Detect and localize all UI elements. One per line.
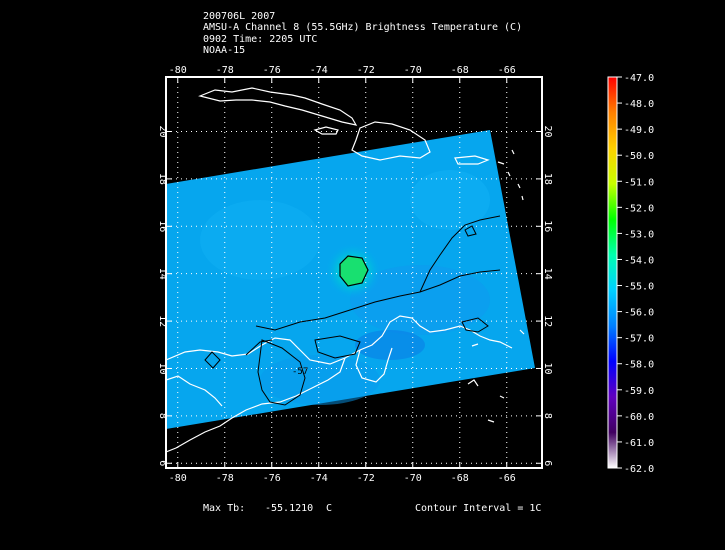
coastline-lesser-antilles	[497, 149, 524, 201]
max-tb-unit: C	[326, 503, 333, 514]
colorbar-label: -49.0	[624, 125, 654, 136]
tick-label-left: 14	[157, 268, 168, 280]
coastline-hispaniola	[351, 121, 431, 161]
title-line-1: 200706L 2007	[203, 11, 276, 22]
axis-ticks	[166, 77, 542, 468]
colorbar-gradient	[607, 76, 618, 469]
colorbar: -47.0 -48.0 -49.0 -50.0 -51.0 -52.0 -53.0 -54.0…	[607, 73, 654, 475]
colorbar-labels: -47.0 -48.0 -49.0 -50.0 -51.0 -52.0 -53.0 -54.0…	[624, 73, 654, 475]
tick-label-bottom: -78	[216, 473, 234, 484]
contour-east-region	[419, 215, 501, 293]
contour-loop-south	[257, 339, 306, 406]
tick-label-top: -74	[310, 65, 328, 76]
colorbar-label: -50.0	[624, 151, 654, 162]
tick-label-top: -76	[263, 65, 281, 76]
tick-label-bottom: -74	[310, 473, 328, 484]
colorbar-ticks	[617, 76, 622, 469]
colorbar-label: -56.0	[624, 308, 654, 319]
swath-patch	[350, 265, 490, 335]
tick-label-left: 8	[157, 413, 168, 419]
colorbar-label: -55.0	[624, 282, 654, 293]
coastline-cuba	[198, 87, 358, 126]
coastline-jamaica	[313, 126, 339, 135]
colorbar-label: -51.0	[624, 177, 654, 188]
axis-tick-labels: -80 -80 -78 -78 -76 -76 -74 -74 -72 -72 -70 -70 -68 -…	[157, 65, 553, 484]
tick-label-right: 18	[542, 173, 553, 185]
colorbar-label: -48.0	[624, 99, 654, 110]
colorbar-label: -53.0	[624, 229, 654, 240]
tick-label-top: -78	[216, 65, 234, 76]
tick-label-left: 18	[157, 173, 168, 185]
coastline-colombia	[355, 347, 393, 383]
title-line-2: AMSU-A Channel 8 (55.5GHz) Brightness Te…	[203, 22, 523, 33]
tick-label-bottom: -72	[357, 473, 375, 484]
tick-label-left: 10	[157, 362, 168, 374]
coastline-gulf-honduras	[166, 375, 223, 407]
tick-label-right: 12	[542, 315, 553, 327]
swath-patch	[260, 355, 380, 405]
contour-southern-region	[255, 269, 501, 331]
contour-interval: Contour Interval = 1C	[415, 503, 542, 514]
colorbar-label: -52.0	[624, 203, 654, 214]
title-line-3: 0902 Time: 2205 UTC	[203, 34, 318, 45]
tick-label-right: 10	[542, 362, 553, 374]
tick-label-bottom: -76	[263, 473, 281, 484]
tick-label-bottom: -80	[169, 473, 187, 484]
colorbar-label: -54.0	[624, 255, 654, 266]
tick-label-bottom: -68	[451, 473, 469, 484]
tick-label-right: 8	[542, 413, 553, 419]
tick-label-left: 16	[157, 220, 168, 232]
title-line-4: NOAA-15	[203, 45, 246, 56]
swath-patch	[355, 330, 425, 360]
tick-label-top: -66	[498, 65, 516, 76]
colorbar-label: -60.0	[624, 412, 654, 423]
tick-label-bottom: -70	[404, 473, 422, 484]
colorbar-label: -58.0	[624, 360, 654, 371]
coastline-islands	[467, 329, 525, 423]
max-tb-label: Max Tb:	[203, 503, 246, 514]
coastlines	[166, 87, 525, 453]
colorbar-label: -62.0	[624, 464, 654, 475]
colorbar-label: -61.0	[624, 438, 654, 449]
contour-storm-center	[339, 255, 369, 287]
colorbar-label: -47.0	[624, 73, 654, 84]
contour-west-segment	[245, 339, 273, 356]
tick-label-right: 14	[542, 268, 553, 280]
tick-label-top: -72	[357, 65, 375, 76]
tick-label-right: 6	[542, 460, 553, 466]
swath-patch	[410, 170, 490, 230]
tick-label-bottom: -66	[498, 473, 516, 484]
contour-label: -57	[292, 367, 308, 377]
tick-label-left: 20	[157, 125, 168, 137]
contour-gulf-small	[204, 351, 221, 369]
coastline-puerto-rico	[454, 155, 490, 165]
tick-label-left: 12	[157, 315, 168, 327]
contour-east-loop	[461, 317, 489, 333]
tick-label-top: -70	[404, 65, 422, 76]
contour-small-loop	[464, 225, 477, 237]
max-tb-value: -55.1210	[265, 503, 314, 514]
colorbar-label: -59.0	[624, 386, 654, 397]
contour-loop-panama	[314, 335, 361, 359]
tick-label-left: 6	[157, 460, 168, 466]
tick-label-top: -80	[169, 65, 187, 76]
tick-label-right: 20	[542, 125, 553, 137]
contours	[204, 215, 501, 406]
map-frame	[165, 76, 543, 469]
graticule	[166, 77, 542, 468]
coastline-panama-isthmus	[166, 357, 346, 453]
colorbar-label: -57.0	[624, 334, 654, 345]
swath-patch	[200, 200, 320, 280]
tick-label-top: -68	[451, 65, 469, 76]
tick-label-right: 16	[542, 220, 553, 232]
